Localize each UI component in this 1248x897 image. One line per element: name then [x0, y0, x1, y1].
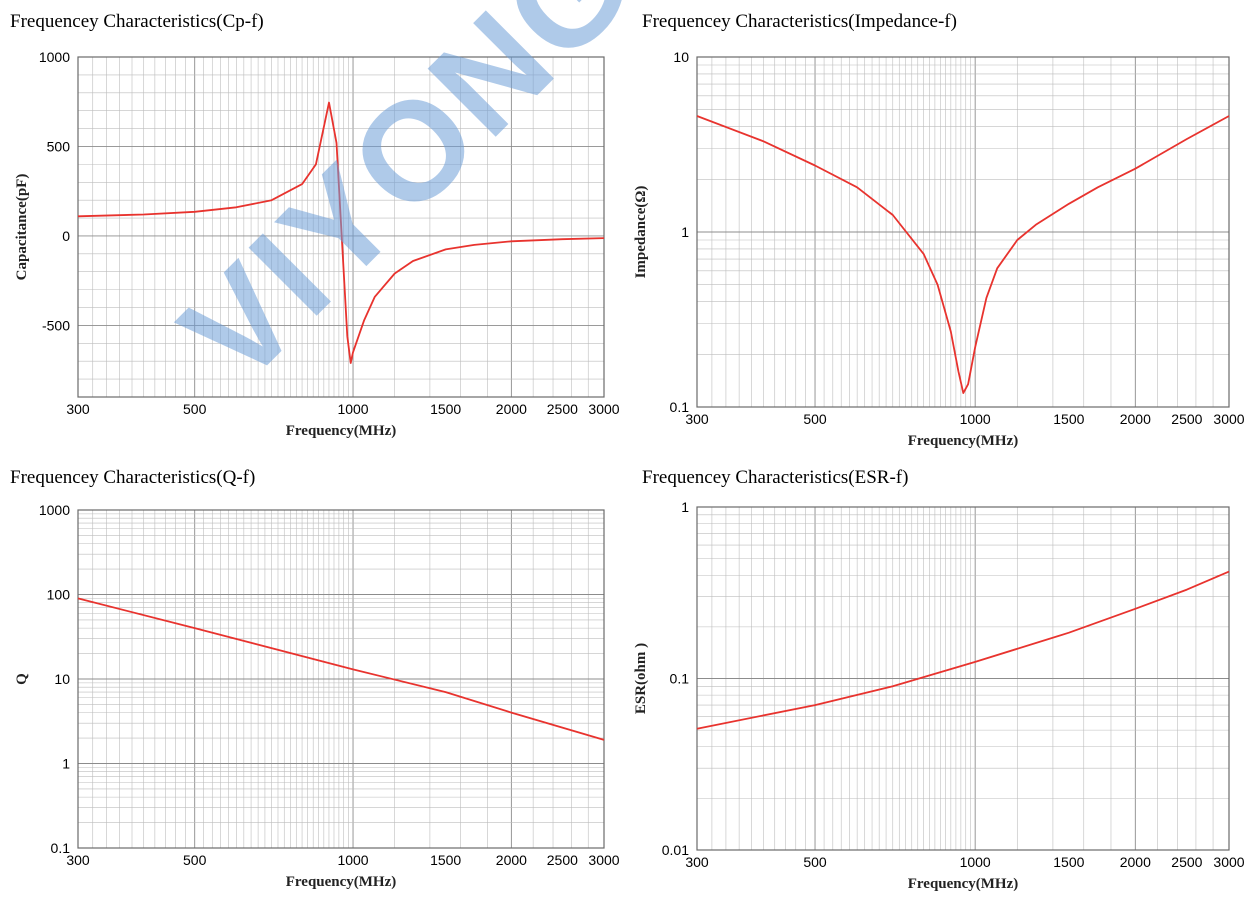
chart-title-impedance: Frequencey Characteristics(Impedance-f): [642, 11, 957, 32]
x-axis-label: Frequency(MHz): [908, 433, 1019, 449]
y-tick-label: 10: [673, 49, 689, 65]
x-tick-label: 500: [803, 411, 827, 427]
chart-panel-2: 300 500 1000 1500 2000 2500 3000 1000 100 10 1 0.1 F…: [14, 502, 620, 890]
plot-frame: [77, 509, 605, 849]
y-axis-label: ESR(ohm ): [633, 643, 649, 714]
y-tick-label: 10: [54, 671, 70, 687]
x-tick-label: 3000: [588, 852, 619, 868]
x-tick-label: 1500: [1053, 411, 1084, 427]
y-tick-label: -500: [42, 317, 70, 333]
y-tick-label: 1000: [39, 502, 70, 518]
x-tick-label: 2000: [1120, 411, 1151, 427]
y-tick-label: 0.1: [51, 840, 71, 856]
plot-frame: [696, 56, 1230, 408]
x-tick-label: 300: [66, 401, 90, 417]
x-tick-label: 500: [183, 401, 207, 417]
chart-panel-1: 300 500 1000 1500 2000 2500 3000 10 1 0.1 Frequenc…: [633, 49, 1245, 449]
plot-frame: [77, 56, 605, 398]
x-tick-label: 1500: [430, 401, 461, 417]
x-axis-label: Frequency(MHz): [908, 876, 1019, 892]
chart-title-esr: Frequencey Characteristics(ESR-f): [642, 467, 909, 488]
x-tick-label: 1000: [960, 411, 991, 427]
series-line-0: [77, 101, 605, 364]
y-tick-label: 1: [681, 224, 689, 240]
y-tick-label: 0.01: [662, 842, 689, 858]
x-tick-label: 2000: [496, 401, 527, 417]
x-tick-label: 500: [183, 852, 207, 868]
x-tick-label: 500: [803, 854, 827, 870]
x-tick-label: 3000: [1213, 411, 1244, 427]
series-line-0: [696, 115, 1230, 395]
x-tick-label: 1000: [960, 854, 991, 870]
chart-panel-3: 300 500 1000 1500 2000 2500 3000 1 0.1 0.01 Freque…: [633, 499, 1245, 892]
plot-frame: [696, 506, 1230, 851]
y-tick-label: 0.1: [670, 671, 690, 687]
x-tick-label: 2000: [1120, 854, 1151, 870]
x-tick-label: 300: [685, 854, 709, 870]
x-tick-label: 3000: [1213, 854, 1244, 870]
chart-title-q: Frequencey Characteristics(Q-f): [10, 467, 256, 488]
y-tick-label: 500: [47, 138, 71, 154]
x-tick-label: 2500: [547, 852, 578, 868]
y-axis-label: Q: [14, 673, 30, 685]
y-tick-label: 0: [62, 228, 70, 244]
y-axis-label: Capacitance(pF): [14, 174, 30, 281]
x-tick-label: 1500: [1053, 854, 1084, 870]
x-tick-label: 300: [66, 852, 90, 868]
x-tick-label: 3000: [588, 401, 619, 417]
x-axis-label: Frequency(MHz): [286, 423, 397, 439]
y-axis-label: Impedance(Ω): [633, 186, 649, 279]
series-line-0: [77, 597, 605, 741]
y-tick-label: 0.1: [670, 399, 690, 415]
x-tick-label: 1500: [430, 852, 461, 868]
series-line-0: [696, 570, 1230, 730]
x-tick-label: 2500: [547, 401, 578, 417]
x-axis-label: Frequency(MHz): [286, 874, 397, 890]
chart-title-cp: Frequencey Characteristics(Cp-f): [10, 11, 264, 32]
y-tick-label: 1: [681, 499, 689, 515]
x-tick-label: 2500: [1171, 854, 1202, 870]
y-tick-label: 1: [62, 756, 70, 772]
x-tick-label: 1000: [337, 401, 368, 417]
y-tick-label: 1000: [39, 49, 70, 65]
x-tick-label: 300: [685, 411, 709, 427]
x-tick-label: 1000: [337, 852, 368, 868]
x-tick-label: 2000: [496, 852, 527, 868]
x-tick-label: 2500: [1171, 411, 1202, 427]
y-tick-label: 100: [47, 587, 71, 603]
chart-panel-0: 300 500 1000 1500 2000 2500 3000 1000 500 0 -500 Fr…: [14, 49, 620, 439]
